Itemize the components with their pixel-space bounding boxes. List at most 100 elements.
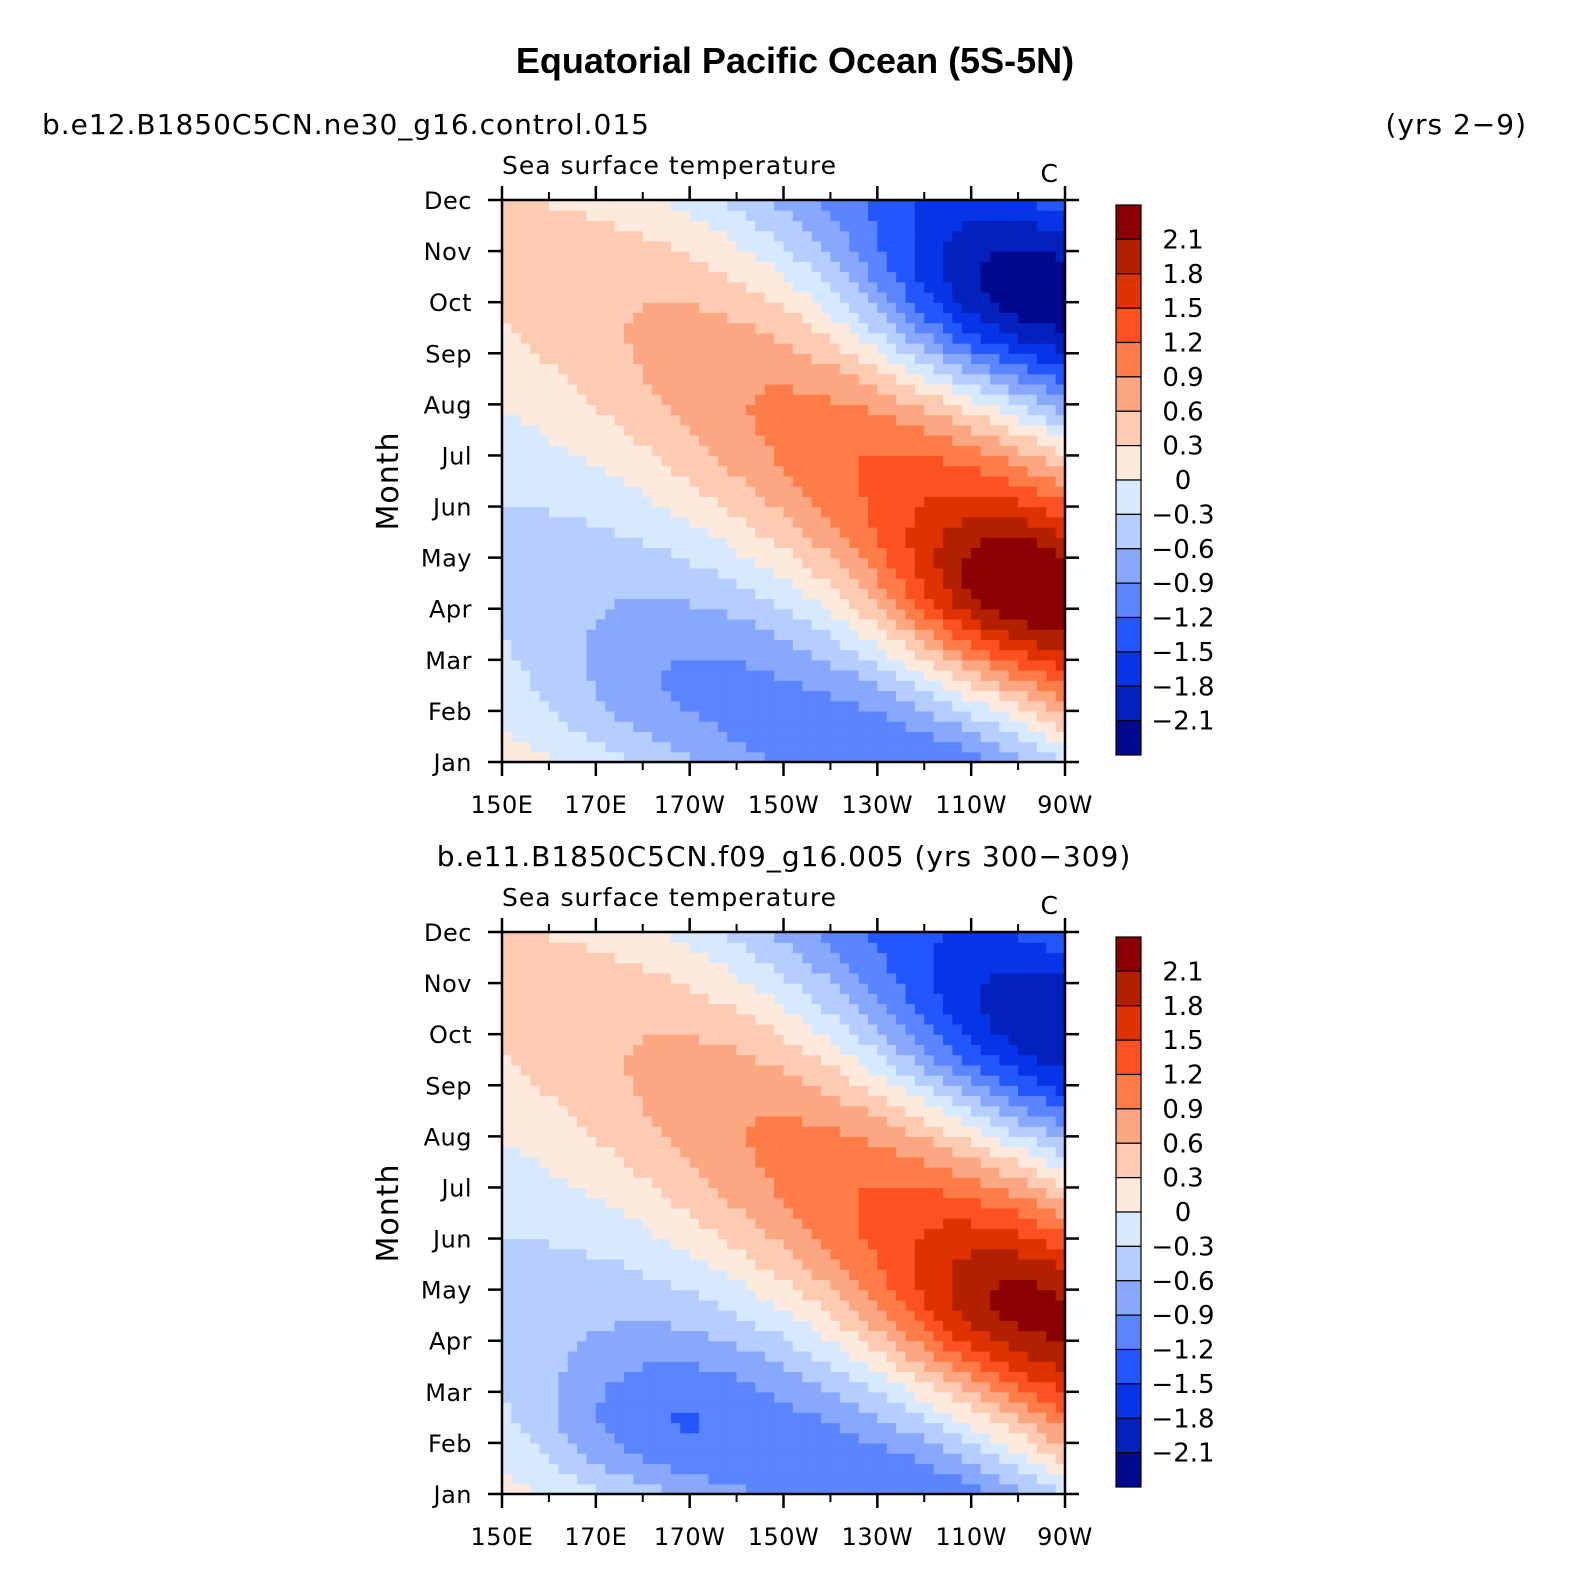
heatmap-cell: [530, 312, 541, 324]
heatmap-cell: [661, 1371, 672, 1383]
heatmap-cell: [839, 200, 850, 211]
heatmap-cell: [1008, 516, 1019, 528]
heatmap-cell: [924, 435, 935, 446]
heatmap-cell: [558, 598, 569, 610]
heatmap-cell: [595, 424, 606, 436]
heatmap-cell: [567, 1197, 578, 1209]
heatmap-cell: [558, 1422, 569, 1434]
heatmap-cell: [511, 1371, 522, 1383]
heatmap-cell: [745, 1402, 756, 1413]
heatmap-cell: [614, 332, 625, 344]
heatmap-cell: [867, 291, 878, 303]
heatmap-cell: [652, 1330, 663, 1342]
heatmap-cell: [530, 710, 541, 722]
heatmap-cell: [502, 1432, 512, 1444]
heatmap-cell: [652, 240, 663, 252]
heatmap-cell: [736, 1320, 747, 1332]
heatmap-cell: [539, 332, 550, 344]
heatmap-cell: [539, 465, 550, 477]
heatmap-cell: [511, 414, 522, 426]
heatmap-cell: [896, 373, 907, 385]
heatmap-cell: [745, 291, 756, 303]
heatmap-cell: [558, 731, 569, 743]
heatmap-cell: [502, 506, 512, 518]
heatmap-cell: [567, 506, 578, 518]
heatmap-cell: [708, 445, 719, 457]
heatmap-cell: [1046, 516, 1057, 528]
heatmap-cell: [595, 983, 606, 994]
heatmap-cell: [614, 1483, 625, 1495]
heatmap-cell: [652, 312, 663, 324]
heatmap-cell: [717, 731, 728, 743]
heatmap-cell: [736, 1238, 747, 1250]
heatmap-cell: [858, 526, 869, 538]
heatmap-cell: [652, 1044, 663, 1056]
heatmap-cell: [614, 1115, 625, 1127]
heatmap-cell: [680, 983, 691, 994]
heatmap-cell: [652, 588, 663, 600]
heatmap-cell: [708, 526, 719, 538]
heatmap-cell: [905, 578, 916, 589]
heatmap-cell: [502, 1483, 512, 1495]
heatmap-cell: [1008, 567, 1019, 579]
heatmap-cell: [642, 1483, 653, 1495]
heatmap-cell: [999, 435, 1010, 446]
heatmap-cell: [774, 312, 785, 324]
heatmap-cell: [652, 1453, 663, 1464]
heatmap-cell: [1055, 424, 1066, 436]
heatmap-cell: [520, 1412, 531, 1424]
heatmap-cell: [595, 1003, 606, 1015]
heatmap-cell: [914, 588, 925, 600]
heatmap-cell: [839, 271, 850, 283]
heatmap-cell: [999, 649, 1010, 661]
heatmap-cell: [652, 516, 663, 528]
heatmap-cell: [680, 1218, 691, 1229]
heatmap-cell: [858, 578, 869, 589]
heatmap-cell: [774, 710, 785, 722]
heatmap-cell: [577, 649, 588, 661]
heatmap-cell: [1008, 537, 1019, 549]
heatmap-cell: [502, 1177, 512, 1189]
heatmap-cell: [511, 1238, 522, 1250]
heatmap-cell: [642, 373, 653, 385]
heatmap-cell: [633, 639, 644, 651]
heatmap-cell: [689, 394, 700, 405]
heatmap-cell: [699, 1034, 710, 1045]
heatmap-cell: [736, 721, 747, 732]
heatmap-cell: [727, 741, 738, 753]
heatmap-cell: [802, 557, 813, 569]
heatmap-cell: [642, 1003, 653, 1015]
heatmap-cell: [1018, 731, 1029, 743]
heatmap-cell: [886, 537, 897, 549]
heatmap-cell: [652, 1218, 663, 1229]
heatmap-cell: [1027, 220, 1038, 232]
heatmap-cell: [652, 1279, 663, 1291]
heatmap-cell: [623, 1105, 634, 1117]
heatmap-cell: [858, 629, 869, 640]
heatmap-cell: [755, 608, 766, 620]
heatmap-cell: [567, 993, 578, 1005]
heatmap-cell: [661, 639, 672, 651]
heatmap-cell: [933, 404, 944, 416]
heatmap-cell: [633, 1483, 644, 1495]
heatmap-cell: [1008, 200, 1019, 211]
heatmap-cell: [605, 1350, 616, 1362]
heatmap-cell: [548, 1402, 559, 1413]
heatmap-cell: [614, 1064, 625, 1076]
heatmap-cell: [595, 1381, 606, 1393]
heatmap-cell: [670, 1187, 681, 1199]
heatmap-cell: [520, 1320, 531, 1332]
heatmap-cell: [858, 506, 869, 518]
heatmap-cell: [567, 578, 578, 589]
heatmap-cell: [548, 1126, 559, 1137]
heatmap-cell: [783, 578, 794, 589]
heatmap-cell: [914, 373, 925, 385]
heatmap-cell: [595, 1361, 606, 1372]
heatmap-cell: [708, 598, 719, 610]
heatmap-cell: [642, 332, 653, 344]
heatmap-cell: [877, 557, 888, 569]
heatmap-cell: [511, 1034, 522, 1045]
heatmap-cell: [577, 230, 588, 242]
heatmap-cell: [586, 322, 597, 334]
heatmap-cell: [539, 373, 550, 385]
